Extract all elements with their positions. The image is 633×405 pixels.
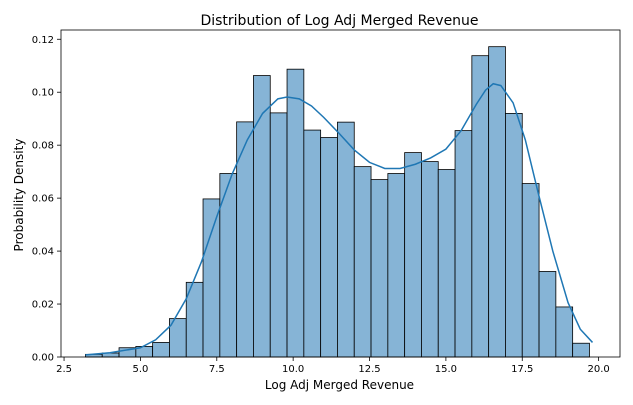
plot-frame (60, 29, 621, 358)
y-tick-label-2: 0.04 (32, 247, 54, 258)
x-tick-label-5: 15.0 (435, 364, 457, 375)
histogram-bar-18 (387, 173, 406, 358)
histogram-bar-14 (320, 137, 338, 358)
x-tick-label-6: 17.5 (511, 364, 533, 375)
y-tick-label-6: 0.12 (32, 35, 54, 46)
histogram-bar-19 (404, 152, 422, 358)
histogram-bar-28 (555, 306, 574, 358)
x-axis-ticks: 2.5 5.0 7.5 10.0 12.5 15.0 17.5 20.0 (56, 357, 610, 375)
y-axis-label: Probability Density (12, 139, 26, 252)
x-tick-label-3: 10.0 (282, 364, 304, 375)
histogram-bar-7 (202, 198, 221, 358)
histogram-bar-24 (488, 46, 506, 358)
y-tick-label-0: 0.00 (32, 353, 54, 364)
histogram-bar-11 (269, 112, 288, 358)
histogram-bar-10 (253, 75, 271, 358)
histogram-bar-15 (337, 121, 355, 358)
x-tick-label-1: 5.0 (132, 364, 148, 375)
y-tick-label-4: 0.08 (32, 141, 54, 152)
histogram-bar-25 (505, 113, 523, 358)
y-tick-label-3: 0.06 (32, 194, 54, 205)
x-axis-label: Log Adj Merged Revenue (265, 378, 414, 392)
x-tick-label-4: 12.5 (358, 364, 380, 375)
histogram-bar-16 (353, 166, 372, 358)
histogram-bar-13 (303, 129, 322, 358)
histogram-bar-26 (521, 183, 540, 358)
histogram-bar-29 (572, 342, 590, 358)
x-tick-label-7: 20.0 (587, 364, 609, 375)
histogram-bar-17 (370, 179, 389, 358)
histogram-bar-22 (454, 130, 473, 358)
histogram-bar-23 (471, 55, 490, 358)
histogram-bar-4 (152, 342, 170, 358)
kde-curve (85, 82, 594, 356)
histogram-bar-27 (538, 271, 557, 358)
histogram-bar-21 (437, 169, 456, 358)
histogram-bar-12 (286, 68, 305, 358)
chart-title: Distribution of Log Adj Merged Revenue (200, 13, 478, 29)
y-tick-label-1: 0.02 (32, 300, 54, 311)
histogram-bar-20 (421, 161, 439, 358)
x-tick-label-0: 2.5 (56, 364, 72, 375)
y-axis-ticks: 0.00 0.02 0.04 0.06 0.08 0.10 0.12 (32, 35, 61, 364)
y-tick-label-5: 0.10 (32, 88, 54, 99)
histogram-bars (85, 46, 590, 358)
x-tick-label-2: 7.5 (209, 364, 225, 375)
